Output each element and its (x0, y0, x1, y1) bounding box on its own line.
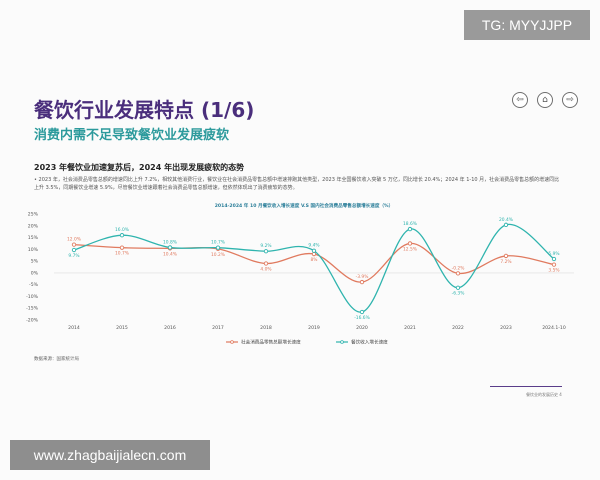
data-label-0: 8% (311, 257, 318, 263)
home-icon[interactable]: ⌂ (537, 92, 553, 108)
page-title: 餐饮行业发展特点 (1/6) (34, 98, 255, 122)
data-label-0: 12.5% (403, 246, 417, 252)
y-tick-label: -5% (29, 282, 39, 288)
data-point-1 (311, 248, 317, 253)
data-point-1 (407, 226, 413, 232)
data-label-0: 10.7% (115, 251, 129, 257)
y-tick-label: 25% (28, 212, 39, 218)
watermark-top: TG: MYYJJPP (464, 10, 590, 40)
y-tick-label: 15% (28, 235, 39, 241)
data-point-0 (359, 279, 365, 285)
watermark-bottom: www.zhagbaijialecn.com (10, 440, 210, 470)
y-tick-label: 10% (28, 247, 39, 253)
data-label-1: -6.3% (452, 291, 465, 297)
data-source: 数据来源：国家统计局 (34, 357, 79, 362)
data-label-1: 9.7% (68, 253, 79, 259)
data-label-1: 18.6% (403, 221, 417, 227)
section-heading: 2023 年餐饮业加速复苏后，2024 年出现发展疲软的态势 (34, 163, 245, 172)
legend-marker-0 (230, 340, 234, 344)
page-subtitle: 消费内需不足导致餐饮业发展疲软 (34, 128, 230, 143)
series-line-1 (73, 223, 555, 313)
x-tick-label: 2017 (212, 325, 224, 331)
data-point-1 (359, 309, 365, 315)
y-tick-label: 5% (31, 259, 39, 265)
data-label-1: -16.6% (354, 315, 370, 321)
data-label-0: -3.9% (356, 274, 369, 280)
growth-line-chart: 2014-2024 年 10 月餐饮收入增长速度 V.S 国内社会消费品零售总额… (26, 202, 574, 346)
data-point-0 (551, 262, 557, 267)
y-tick-label: 20% (28, 223, 39, 229)
data-label-1: 9.4% (308, 243, 319, 249)
x-tick-label: 2015 (116, 325, 128, 331)
data-label-0: 10.2% (211, 252, 225, 258)
data-label-0: -0.2% (452, 265, 465, 271)
x-tick-label: 2016 (164, 325, 176, 331)
page-footer: 餐饮业的发展历史 4 (526, 392, 562, 397)
data-point-1 (263, 249, 269, 254)
data-point-1 (503, 222, 509, 227)
data-point-0 (71, 242, 77, 247)
data-label-1: 10.7% (211, 240, 225, 246)
x-tick-label: 2023 (500, 325, 512, 331)
legend-label-1: 餐饮收入增长速度 (351, 339, 388, 346)
data-point-1 (551, 256, 557, 262)
data-point-0 (263, 261, 269, 266)
data-label-1: 5.9% (548, 251, 559, 257)
y-tick-label: -15% (26, 306, 39, 312)
data-point-1 (167, 245, 173, 250)
section-bullet: • 2023 年，社会消费品零售总额的增速同比上升 7.2%，相较其他消费行业，… (34, 177, 560, 191)
data-label-1: 20.4% (499, 217, 513, 223)
x-tick-label: 2024.1-10 (542, 325, 566, 331)
data-point-1 (71, 247, 77, 253)
footer-divider (490, 386, 562, 387)
data-label-1: 10.8% (163, 239, 177, 245)
data-label-0: 10.4% (163, 251, 177, 257)
data-point-0 (503, 253, 509, 259)
y-tick-label: 0% (31, 270, 39, 276)
data-label-0: 4.0% (260, 266, 271, 272)
x-tick-label: 2014 (68, 325, 80, 331)
legend-marker-1 (340, 340, 344, 344)
forward-arrow-icon[interactable]: ⇨ (562, 92, 578, 108)
y-tick-label: -20% (26, 318, 39, 324)
back-arrow-icon[interactable]: ⇦ (512, 92, 528, 108)
data-label-0: 3.5% (548, 268, 559, 274)
x-tick-label: 2020 (356, 325, 368, 331)
x-tick-label: 2018 (260, 325, 272, 331)
data-point-0 (455, 271, 461, 276)
data-point-1 (215, 245, 221, 250)
x-tick-label: 2019 (308, 325, 320, 331)
y-tick-label: -10% (26, 294, 39, 300)
data-point-0 (407, 241, 413, 246)
x-tick-label: 2021 (404, 325, 416, 331)
data-point-0 (119, 245, 125, 250)
data-point-1 (455, 285, 461, 290)
chart-title: 2014-2024 年 10 月餐饮收入增长速度 V.S 国内社会消费品零售总额… (215, 202, 394, 209)
data-label-0: 7.2% (500, 259, 511, 265)
data-label-1: 9.2% (260, 243, 271, 249)
data-label-1: 16.0% (115, 227, 129, 233)
legend-label-0: 社会消费品零售总额增长速度 (241, 339, 301, 346)
x-tick-label: 2022 (452, 325, 464, 331)
data-point-1 (119, 233, 125, 238)
data-label-0: 12.0% (67, 237, 81, 243)
